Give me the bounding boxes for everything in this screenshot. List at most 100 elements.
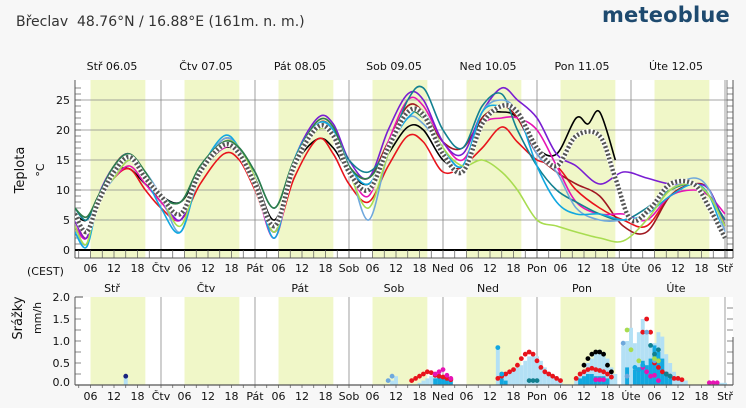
prec-xtick: 12	[107, 390, 121, 403]
precip-point	[428, 370, 434, 376]
prec-ytick: 1.0	[53, 335, 71, 348]
precip-point	[648, 373, 653, 379]
temp-xtick: 06	[84, 262, 98, 275]
precip-point	[522, 351, 528, 357]
daylight-band	[184, 80, 240, 258]
precip-bar-light	[515, 367, 520, 385]
precip-bar-light	[503, 371, 508, 385]
precip-point	[640, 362, 646, 368]
prec-xtick: 12	[201, 390, 215, 403]
precip-bar-light	[538, 360, 543, 385]
precip-bar-light	[542, 367, 547, 385]
precip-point	[495, 376, 501, 381]
precip-bar-light	[425, 378, 430, 385]
prec-day-label: Úte	[666, 282, 685, 295]
prec-xtick: 06	[272, 390, 286, 403]
precip-point	[656, 358, 661, 364]
temp-xtick: 12	[201, 262, 215, 275]
precip-point	[440, 374, 446, 380]
temp-xtick: 18	[413, 262, 427, 275]
precip-bar-dark	[648, 358, 653, 385]
prec-xtick: 12	[389, 390, 403, 403]
precip-point	[656, 347, 661, 353]
precip-bar-dark	[503, 380, 508, 385]
prec-ytick: 0.5	[53, 357, 71, 370]
day-label: Čtv 07.05	[179, 60, 233, 73]
precip-point	[421, 371, 426, 377]
precip-bar-dark	[640, 360, 645, 385]
precip-bar-light	[421, 380, 426, 385]
precip-point	[624, 327, 630, 333]
precip-bar-light	[546, 371, 551, 385]
precip-bar-light	[574, 380, 579, 385]
precip-point	[518, 356, 524, 361]
precip-point	[648, 343, 653, 348]
precip-point	[656, 378, 661, 383]
precip-point	[440, 367, 446, 372]
daylight-band	[278, 80, 334, 258]
temp-xtick: 18	[225, 262, 239, 275]
precip-point	[573, 376, 579, 381]
prec-xtick: 06	[178, 390, 192, 403]
precip-point	[499, 371, 505, 377]
precip-point	[593, 377, 599, 383]
precip-point	[432, 371, 438, 377]
temp-xtick: 18	[131, 262, 145, 275]
precip-bar-light	[597, 349, 602, 385]
temp-xtick: Pon	[527, 262, 547, 275]
temp-xtick: 06	[272, 262, 286, 275]
precip-bar-light	[123, 376, 128, 385]
temp-xtick: 06	[178, 262, 192, 275]
temp-ytick: 10	[56, 184, 70, 197]
prec-xtick: 12	[671, 390, 685, 403]
prec-xtick: 18	[225, 390, 239, 403]
precip-bar-light	[519, 365, 524, 385]
precip-point	[597, 368, 603, 373]
precip-bar-dark	[644, 365, 649, 385]
precip-point	[593, 367, 599, 372]
precip-point	[585, 367, 591, 372]
precip-point	[706, 380, 712, 386]
precip-bar-light	[664, 354, 669, 385]
precip-point	[424, 369, 430, 375]
temp-xtick: Ned	[432, 262, 454, 275]
precip-bar-light	[523, 360, 528, 385]
daylight-band	[90, 297, 146, 385]
precip-point	[589, 351, 595, 357]
temp-xtick: 18	[507, 262, 521, 275]
prec-xtick: 18	[695, 390, 709, 403]
precip-point	[628, 347, 634, 353]
precip-point	[679, 377, 685, 383]
series-mean	[75, 102, 727, 240]
temp-xtick: 12	[483, 262, 497, 275]
prec-day-label: Pát	[291, 282, 309, 295]
prec-xtick: Stř	[717, 390, 733, 403]
temp-xtick: Čtv	[152, 262, 171, 275]
temp-xtick: 12	[577, 262, 591, 275]
precip-bar-dark	[433, 378, 438, 385]
day-label: Stř 06.05	[87, 60, 138, 73]
precip-point	[577, 371, 583, 377]
precip-bar-light	[640, 319, 645, 385]
precip-point	[648, 329, 653, 335]
prec-xtick: 12	[577, 390, 591, 403]
prec-xtick: Pon	[527, 390, 547, 403]
temp-xtick: 18	[601, 262, 615, 275]
temp-xtick: 06	[366, 262, 380, 275]
precip-point	[585, 356, 591, 361]
prec-day-label: Stř	[104, 282, 120, 295]
precip-bar-dark	[437, 376, 442, 385]
precip-point	[530, 378, 536, 383]
precip-point	[507, 369, 512, 375]
precip-point	[436, 369, 442, 375]
precip-bar-light	[629, 327, 633, 385]
daylight-band	[278, 297, 334, 385]
precip-point	[530, 351, 536, 357]
precip-point	[436, 373, 442, 379]
temp-yunit: °C	[34, 163, 47, 177]
precip-point	[597, 349, 603, 355]
prec-xtick: 18	[601, 390, 615, 403]
temp-xtick: 18	[695, 262, 709, 275]
prec-ytick: 2.0	[53, 291, 71, 304]
precip-bar-light	[589, 358, 594, 385]
